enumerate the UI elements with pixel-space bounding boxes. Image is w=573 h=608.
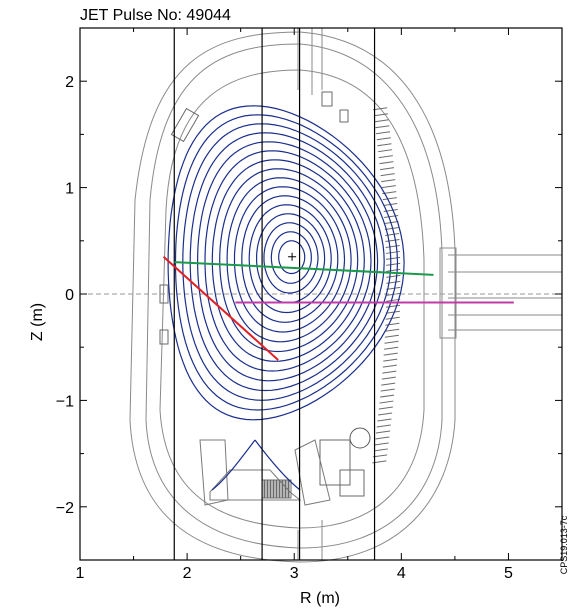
flux-surface [270, 231, 312, 284]
flux-surface [196, 141, 379, 382]
y-tick-label: 1 [65, 181, 74, 198]
flux-surface [256, 213, 326, 304]
flux-surface [204, 150, 372, 372]
x-axis-label: R (m) [300, 590, 340, 607]
flux-surface [278, 240, 306, 275]
figure-title: JET Pulse No: 49044 [80, 7, 231, 24]
flux-surface [211, 159, 365, 362]
vessel-structure [80, 28, 562, 563]
y-tick-label: −2 [56, 500, 74, 517]
x-tick-label: 2 [183, 565, 192, 582]
coil-blocks [319, 427, 371, 497]
flux-surface [226, 177, 352, 343]
flux-surface [167, 105, 405, 421]
flux-surface [263, 222, 319, 294]
divertor-structure [199, 439, 331, 506]
flux-surface [219, 168, 359, 353]
vessel-outer-outline [129, 31, 456, 563]
flux-surface [241, 195, 339, 323]
x-tick-label: 5 [504, 565, 513, 582]
green-chord [174, 261, 434, 276]
vertical-lines [173, 28, 376, 560]
y-axis-label: Z (m) [29, 303, 46, 341]
x-tick-label: 1 [76, 565, 85, 582]
figure-code: CPS19.013-7c [559, 515, 569, 574]
port-flange [439, 247, 457, 339]
separatrix-leg [254, 439, 301, 491]
diagnostic-chords [162, 256, 514, 361]
x-tick-label: 4 [397, 565, 406, 582]
limiter-tiles [372, 107, 401, 464]
flux-surface [189, 132, 385, 392]
x-tick-label: 3 [290, 565, 299, 582]
upper-structure [159, 91, 349, 345]
y-tick-label: 0 [65, 287, 74, 304]
axis-ticks: 1 2 3 4 5 2 1 0 −1 −2 [56, 27, 562, 582]
vessel-inner-outline [145, 43, 443, 549]
y-tick-label: 2 [65, 74, 74, 91]
flux-surface [233, 186, 346, 333]
red-chord [162, 256, 279, 361]
flux-surface [182, 123, 392, 401]
separatrix-leg [211, 439, 256, 491]
flux-surface [248, 204, 332, 314]
y-tick-label: −1 [56, 393, 74, 410]
